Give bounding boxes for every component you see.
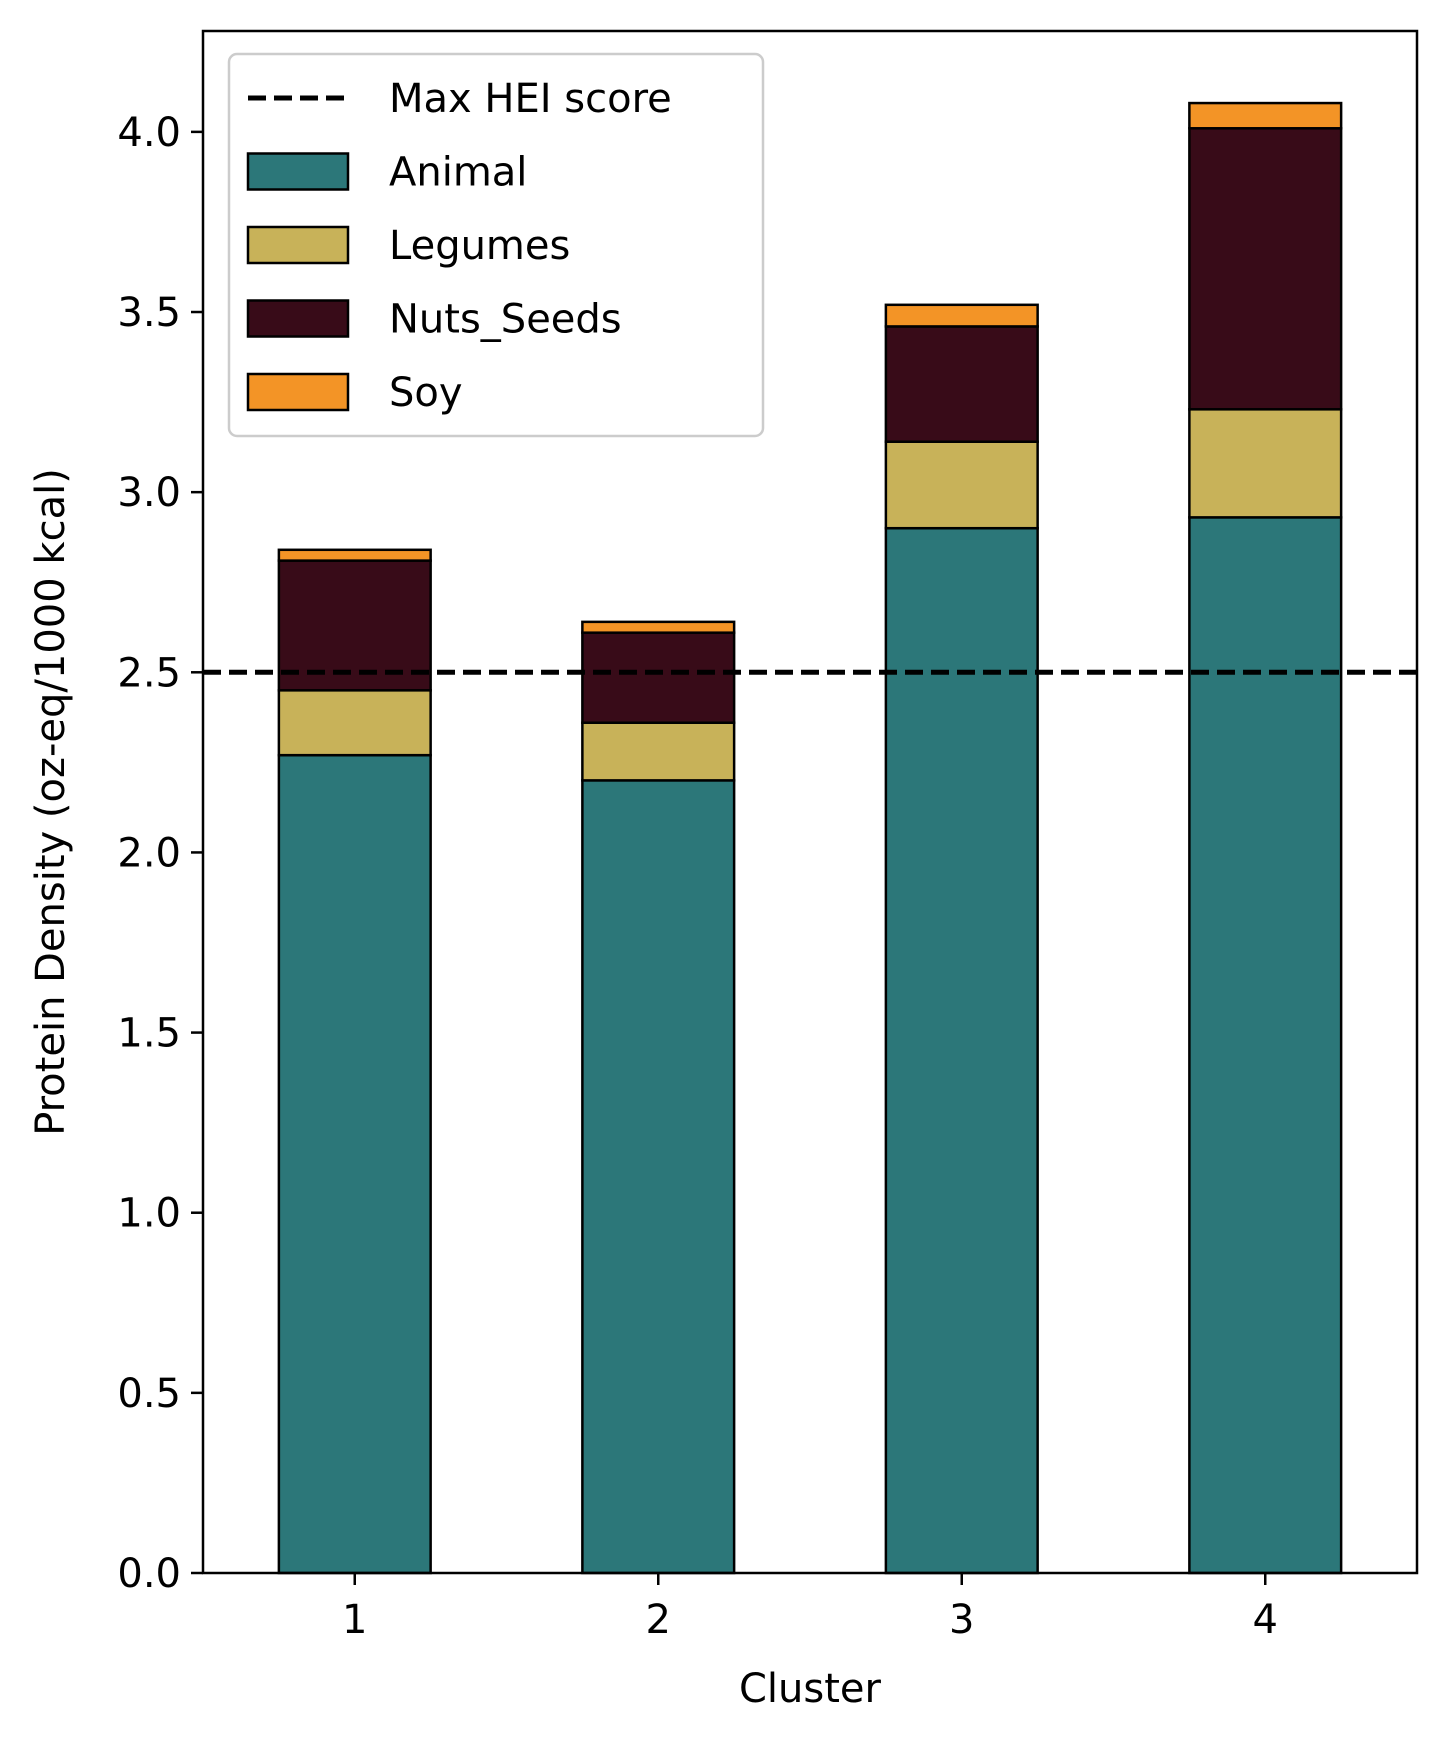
y-tick-label: 4.0 [117,110,181,156]
y-axis: 0.0 0.5 1.0 1.5 2.0 2.5 3.0 3.5 4.0 [117,110,203,1597]
bar-animal-cluster-1 [277,753,432,1575]
legend-label-nuts-seeds: Nuts_Seeds [389,297,622,343]
y-tick-label: 3.5 [117,290,181,336]
x-tick-label: 3 [949,1597,974,1643]
legend-label-legumes: Legumes [389,223,570,269]
y-tick-label: 0.5 [117,1371,181,1417]
bar-animal-cluster-2 [581,779,736,1575]
bar-soy-cluster-2 [581,620,736,634]
x-axis: 1 2 3 4 [342,1573,1278,1643]
y-tick-label: 0.0 [117,1551,181,1597]
x-tick-label: 1 [342,1597,367,1643]
y-tick-label: 2.5 [117,650,181,696]
bars-layer [277,101,1343,1575]
bar-soy-cluster-1 [277,548,432,562]
legend-items: Max HEI score Animal Legumes Nuts_Seeds Soy [246,76,672,416]
legend-swatch-legumes [246,225,350,265]
y-tick-label: 1.5 [117,1011,181,1057]
bar-animal-cluster-4 [1188,516,1343,1575]
bar-soy-cluster-3 [884,303,1039,328]
bar-soy-cluster-4 [1188,101,1343,130]
x-tick-label: 2 [646,1597,671,1643]
legend-label-animal: Animal [389,150,527,196]
legend-swatch-nuts-seeds [246,299,350,338]
legend: Max HEI score Animal Legumes Nuts_Seeds Soy [227,52,765,438]
bar-legumes-cluster-4 [1188,408,1343,519]
y-tick-label: 2.0 [117,830,181,876]
legend-swatch-animal [246,152,350,191]
bar-nuts-seeds-cluster-2 [581,631,736,724]
x-tick-label: 4 [1253,1597,1278,1643]
legend-label-soy: Soy [389,370,463,416]
bar-legumes-cluster-1 [277,689,432,757]
bar-legumes-cluster-2 [581,721,736,782]
x-axis-title: Cluster [739,1666,882,1712]
legend-label-max-hei-score: Max HEI score [389,76,672,122]
bar-nuts-seeds-cluster-1 [277,559,432,692]
y-tick-label: 3.0 [117,470,181,516]
bar-nuts-seeds-cluster-3 [884,325,1039,443]
bar-nuts-seeds-cluster-4 [1188,127,1343,411]
y-tick-label: 1.0 [117,1191,181,1237]
legend-box [227,52,765,438]
legend-swatch-soy [246,372,350,412]
plot-area-frame [201,29,1419,1575]
y-axis-title: Protein Density (oz-eq/1000 kcal) [28,468,74,1136]
bar-legumes-cluster-3 [884,440,1039,530]
bar-animal-cluster-3 [884,526,1039,1575]
